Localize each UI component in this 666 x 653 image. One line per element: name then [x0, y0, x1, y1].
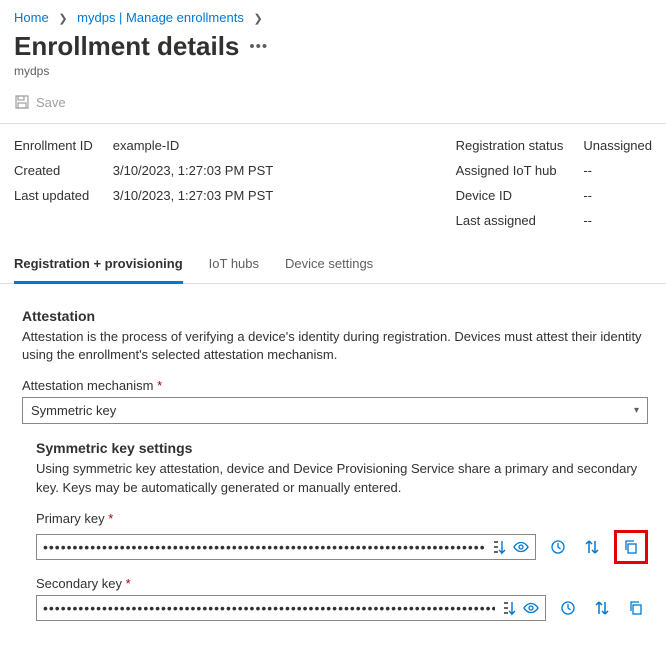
last-assigned-value: --: [583, 213, 652, 228]
eye-icon[interactable]: [523, 600, 539, 616]
last-updated-value: 3/10/2023, 1:27:03 PM PST: [113, 188, 273, 203]
secondary-key-value: ••••••••••••••••••••••••••••••••••••••••…: [43, 600, 495, 616]
toolbar: Save: [0, 88, 666, 124]
tab-device-settings[interactable]: Device settings: [285, 246, 373, 284]
swap-icon[interactable]: [580, 535, 604, 559]
enrollment-id-value: example-ID: [113, 138, 273, 153]
save-button[interactable]: Save: [14, 94, 66, 110]
multiline-icon[interactable]: [501, 600, 517, 616]
regenerate-icon[interactable]: [546, 535, 570, 559]
breadcrumb-home[interactable]: Home: [14, 10, 49, 25]
enrollment-id-label: Enrollment ID: [14, 138, 93, 153]
secondary-key-field[interactable]: ••••••••••••••••••••••••••••••••••••••••…: [36, 595, 546, 621]
breadcrumb-parent[interactable]: mydps | Manage enrollments: [77, 10, 244, 25]
created-value: 3/10/2023, 1:27:03 PM PST: [113, 163, 273, 178]
attestation-mechanism-label: Attestation mechanism *: [22, 378, 648, 393]
copy-icon[interactable]: [624, 596, 648, 620]
device-id-label: Device ID: [456, 188, 564, 203]
swap-icon[interactable]: [590, 596, 614, 620]
assigned-hub-value: --: [583, 163, 652, 178]
last-assigned-label: Last assigned: [456, 213, 564, 228]
device-id-value: --: [583, 188, 652, 203]
registration-status-value: Unassigned: [583, 138, 652, 153]
last-updated-label: Last updated: [14, 188, 93, 203]
tab-iot-hubs[interactable]: IoT hubs: [209, 246, 259, 284]
created-label: Created: [14, 163, 93, 178]
attestation-mechanism-select[interactable]: Symmetric key ▾: [22, 397, 648, 424]
chevron-right-icon: ❯: [52, 13, 73, 25]
attestation-title: Attestation: [22, 308, 648, 324]
tab-bar: Registration + provisioning IoT hubs Dev…: [0, 246, 666, 284]
attestation-mechanism-value: Symmetric key: [31, 403, 116, 418]
symkey-title: Symmetric key settings: [36, 440, 648, 456]
eye-icon[interactable]: [513, 539, 529, 555]
save-icon: [14, 94, 30, 110]
chevron-right-icon: ❯: [247, 13, 268, 25]
secondary-key-label: Secondary key *: [36, 576, 648, 591]
more-actions-button[interactable]: •••: [249, 38, 268, 55]
primary-key-label: Primary key *: [36, 511, 648, 526]
copy-icon[interactable]: [614, 530, 648, 564]
primary-key-field[interactable]: ••••••••••••••••••••••••••••••••••••••••…: [36, 534, 536, 560]
assigned-hub-label: Assigned IoT hub: [456, 163, 564, 178]
attestation-desc: Attestation is the process of verifying …: [22, 328, 648, 364]
page-title: Enrollment details: [14, 31, 239, 62]
regenerate-icon[interactable]: [556, 596, 580, 620]
tab-registration-provisioning[interactable]: Registration + provisioning: [14, 246, 183, 284]
chevron-down-icon: ▾: [634, 405, 639, 416]
registration-status-label: Registration status: [456, 138, 564, 153]
symkey-desc: Using symmetric key attestation, device …: [36, 460, 648, 496]
save-label: Save: [36, 95, 66, 110]
breadcrumb: Home ❯ mydps | Manage enrollments ❯: [0, 0, 666, 31]
primary-key-value: ••••••••••••••••••••••••••••••••••••••••…: [43, 539, 485, 555]
multiline-icon[interactable]: [491, 539, 507, 555]
page-subtitle: mydps: [0, 62, 666, 88]
